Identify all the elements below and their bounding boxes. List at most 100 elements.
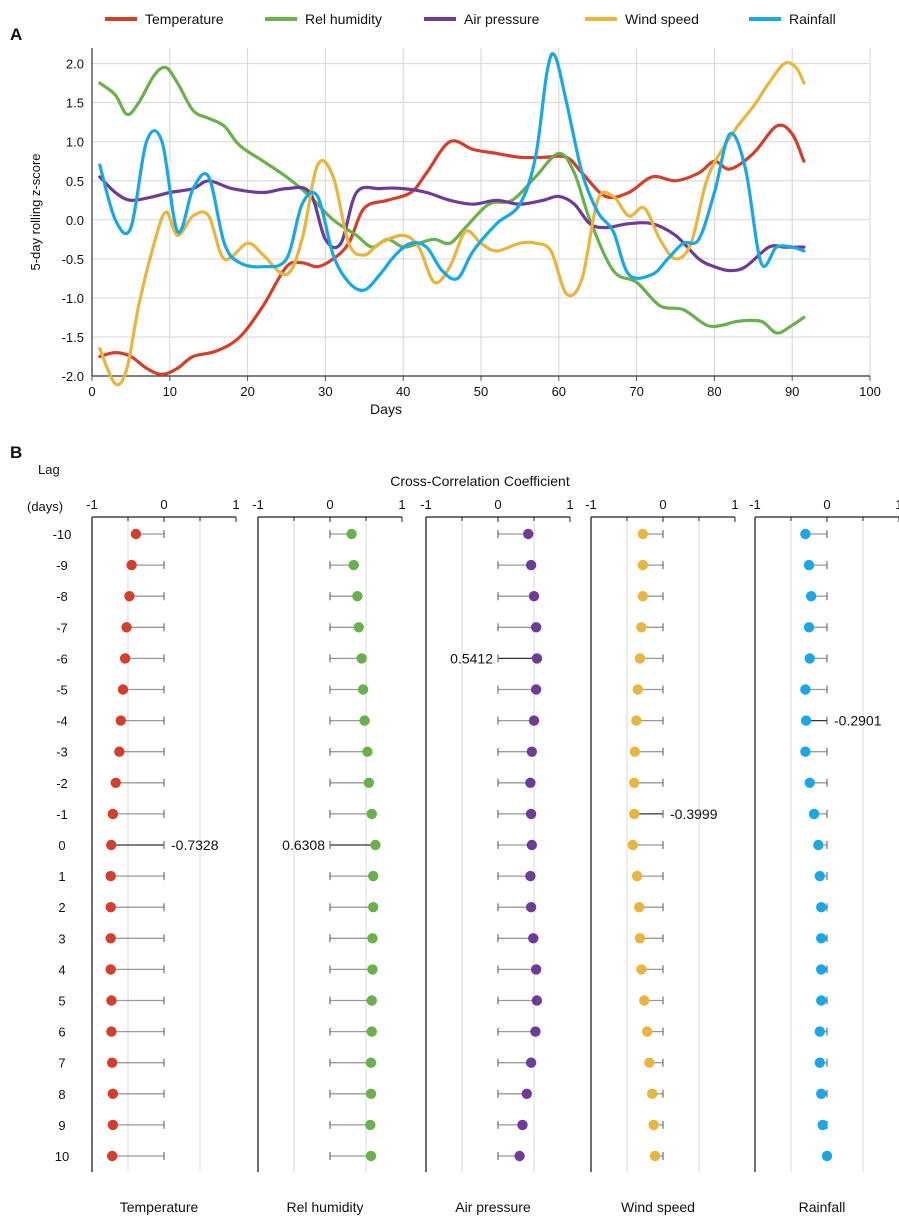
lollipop-dot [647, 1088, 658, 1100]
lollipop-dot [528, 715, 540, 726]
lollipop-dot [114, 746, 125, 757]
lollipop-dot [805, 591, 817, 602]
lollipop-dot [526, 839, 538, 851]
lag-label: 2 [58, 900, 65, 915]
legend-label-air-pressure: Air pressure [464, 11, 540, 27]
lollipop-dot [106, 1057, 118, 1068]
lag-label: 0 [58, 838, 65, 853]
lollipop-dot [366, 808, 377, 820]
lollipop-dot [525, 777, 536, 788]
lollipop-dot [528, 591, 540, 602]
lollipop-dot [637, 528, 649, 540]
lollipop-dot [121, 622, 132, 633]
legend: Temperature Rel humidity Air pressure Wind … [105, 11, 836, 27]
lag-label: -5 [56, 683, 68, 698]
lollipop-dot [528, 933, 539, 944]
subpanel-rel-humidity: -1 0 1 0.6308 Rel humidity [252, 497, 405, 1215]
x-tick-label: 1 [566, 497, 573, 512]
subpanel-title: Rainfall [799, 1199, 846, 1215]
lollipop-dot [821, 1150, 833, 1162]
lollipop-dot [804, 653, 815, 664]
lollipop-dot [105, 933, 116, 944]
y-tick-label: -1.5 [62, 330, 84, 345]
lollipop-dot [105, 902, 116, 913]
lollipop-dot [352, 591, 363, 602]
lag-label: -6 [56, 651, 68, 666]
lollipop-dot [356, 653, 367, 664]
lollipop-dot [817, 1119, 828, 1131]
lollipop-dot [105, 964, 116, 975]
lollipop-dot [530, 622, 542, 633]
lollipop-dot [631, 715, 642, 726]
x-tick-label: 0 [326, 497, 333, 512]
y-tick-label: 0.0 [66, 213, 84, 228]
lollipop-dot [530, 684, 542, 695]
lollipop-dot [368, 902, 379, 913]
line-chart: 0 10 20 30 40 50 60 70 80 90 100 -2.0 -1.5 -1.0 -0.5 0.… [28, 48, 881, 417]
x-tick-label: -1 [86, 497, 98, 512]
lollipop-dot [637, 559, 649, 571]
lag-label: -8 [56, 589, 68, 604]
x-tick-label: 90 [785, 384, 799, 399]
lollipop-dot [517, 1119, 528, 1131]
lollipop-dot [130, 528, 142, 540]
lollipop-dot [362, 746, 373, 757]
lollipop-dot [348, 559, 359, 571]
x-tick-label: 0 [160, 497, 167, 512]
lollipop-dot [648, 1119, 659, 1131]
x-tick-label: -1 [585, 497, 597, 512]
series-line-rel-humidity [98, 65, 806, 335]
lollipop-dot [370, 839, 381, 851]
lollipop-dot [814, 1026, 825, 1037]
x-axis-title: Days [370, 401, 402, 417]
x-tick-label: 1 [895, 497, 899, 512]
x-tick-label: 0 [494, 497, 501, 512]
lollipop-dot [124, 591, 135, 602]
lollipop-dot [525, 1057, 537, 1068]
lag-label: 1 [58, 869, 65, 884]
lollipop-dot [366, 1026, 377, 1037]
subpanel-title: Wind speed [621, 1199, 695, 1215]
x-tick-label: 100 [859, 384, 881, 399]
lollipop-dot [803, 622, 815, 633]
lollipop-dot [530, 1026, 541, 1037]
lollipop-dot [367, 964, 378, 975]
x-tick-label: 30 [318, 384, 332, 399]
panel-a-label: A [10, 25, 22, 44]
lollipop-dot [649, 1150, 661, 1162]
lollipop-dot [816, 1088, 827, 1100]
x-tick-label: -1 [749, 497, 761, 512]
y-tick-label: -2.0 [62, 369, 84, 384]
lollipop-dot [107, 1088, 119, 1100]
lollipop-dot [365, 1119, 376, 1131]
lollipop-dot [526, 746, 538, 757]
lollipop-dot [800, 746, 811, 757]
lollipop-dot [525, 902, 537, 913]
lollipop-dot [804, 777, 815, 788]
lollipop-dot [523, 528, 534, 540]
lollipop-dot [644, 1057, 655, 1068]
lollipop-dot [357, 684, 369, 695]
cross-correlation-chart: Cross-Correlation Coefficient Lag (days) -1… [27, 462, 899, 1215]
lag-label: -7 [56, 620, 68, 635]
lollipop-dot [525, 808, 537, 820]
lollipop-dot [632, 684, 643, 695]
x-tick-label: 60 [552, 384, 566, 399]
lollipop-dot [634, 902, 645, 913]
series-line-rainfall [98, 52, 806, 292]
lollipop-dot [803, 559, 815, 571]
legend-label-rainfall: Rainfall [789, 11, 836, 27]
lag-axis-units: (days) [27, 499, 63, 514]
x-tick-label: 1 [731, 497, 738, 512]
lollipop-dot [366, 995, 377, 1006]
lag-label: -2 [56, 776, 68, 791]
x-tick-label: 40 [396, 384, 410, 399]
x-tick-label: 1 [232, 497, 239, 512]
lollipop-dot [631, 870, 643, 882]
lollipop-dot [531, 995, 543, 1006]
lollipop-dot [525, 870, 536, 882]
y-tick-label: -1.0 [62, 291, 84, 306]
lollipop-dot [814, 870, 825, 882]
x-tick-label: -1 [252, 497, 264, 512]
lollipop-dot [115, 715, 127, 726]
